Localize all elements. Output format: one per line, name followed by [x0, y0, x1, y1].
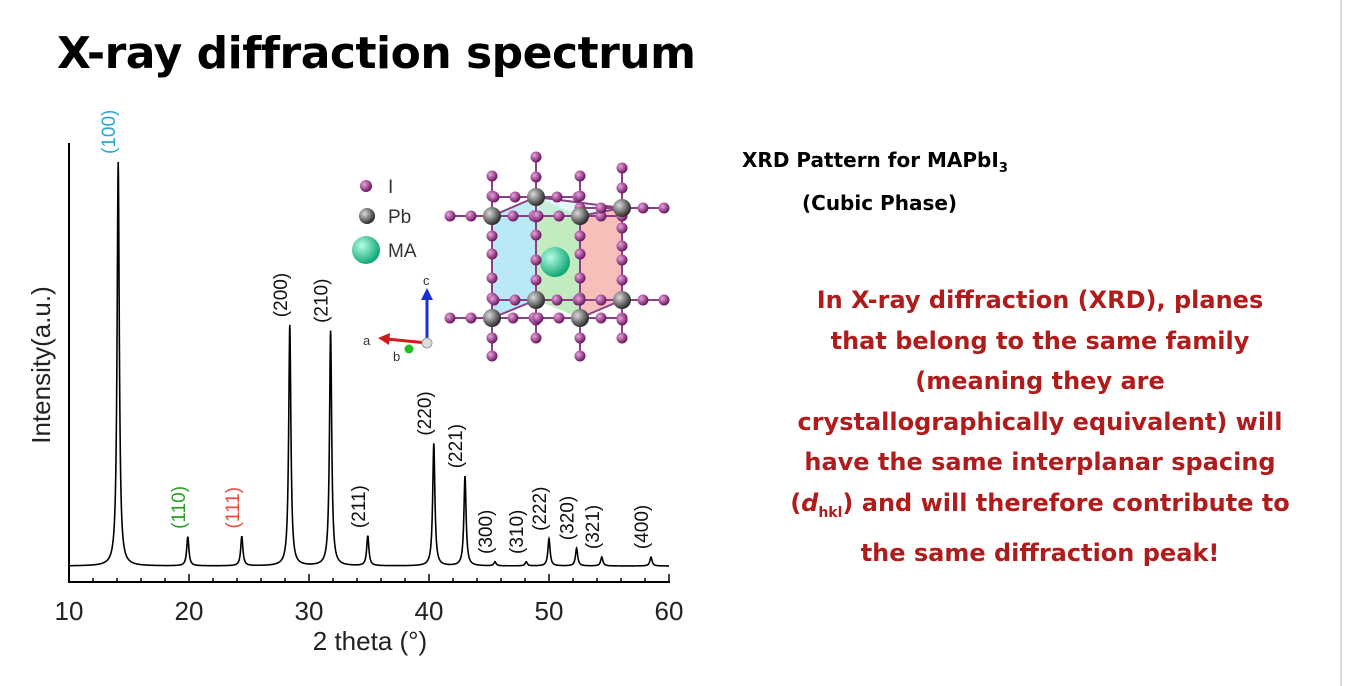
chart-heading: XRD Pattern for MAPbI3 (Cubic Phase) — [742, 143, 1008, 220]
x-tick-labels: 10 20 30 40 50 60 — [55, 596, 684, 626]
x-tick-label: 30 — [295, 596, 324, 626]
peak-label: (320) — [558, 496, 579, 540]
chart-heading-line2: (Cubic Phase) — [802, 191, 958, 215]
x-tick-label: 40 — [415, 596, 444, 626]
peak-labels: (100) (110) (111) (200) (210) (211) (220) (221)… — [99, 110, 653, 554]
x-tick-label: 10 — [55, 596, 84, 626]
spectrum-line — [68, 161, 669, 567]
y-axis-label: Intensity(a.u.) — [26, 286, 56, 444]
axis-label-a: a — [363, 333, 371, 348]
peak-label: (111) — [223, 487, 244, 529]
slide-title: X-ray diffraction spectrum — [57, 28, 696, 79]
slide-edge — [1340, 0, 1342, 686]
explanation-text: In X-ray diffraction (XRD), planes that … — [790, 286, 1290, 567]
legend-marker-pb — [359, 208, 375, 224]
x-tick-label: 60 — [655, 596, 684, 626]
legend: I Pb MA — [352, 177, 417, 264]
x-tick-label: 20 — [175, 596, 204, 626]
axis-label-c: c — [423, 273, 430, 288]
peak-label: (110) — [169, 486, 190, 529]
legend-marker-i — [360, 180, 372, 192]
peak-label: (310) — [507, 510, 528, 554]
chart-heading-line1: XRD Pattern for MAPbI3 — [742, 148, 1008, 176]
peak-label: (222) — [530, 487, 551, 531]
peak-label: (211) — [349, 485, 370, 528]
x-axis-label: 2 theta (°) — [313, 626, 427, 656]
legend-label-i: I — [388, 177, 393, 198]
x-tick-label: 50 — [535, 596, 564, 626]
legend-label-pb: Pb — [388, 207, 411, 228]
peak-label: (100) — [99, 110, 120, 154]
peak-label: (221) — [446, 424, 467, 468]
axis-label-b: b — [393, 349, 400, 364]
legend-label-ma: MA — [388, 241, 417, 262]
peak-label: (220) — [415, 391, 436, 435]
peak-label: (200) — [271, 273, 292, 317]
peak-label: (400) — [632, 505, 653, 549]
x-ticks — [68, 574, 670, 582]
crystal-structure-illustration — [444, 151, 670, 362]
peak-label: (300) — [476, 510, 497, 554]
axis-triad: a b c — [363, 273, 433, 364]
legend-marker-ma — [352, 236, 380, 264]
peak-label: (321) — [583, 505, 604, 549]
peak-label: (210) — [312, 279, 333, 323]
